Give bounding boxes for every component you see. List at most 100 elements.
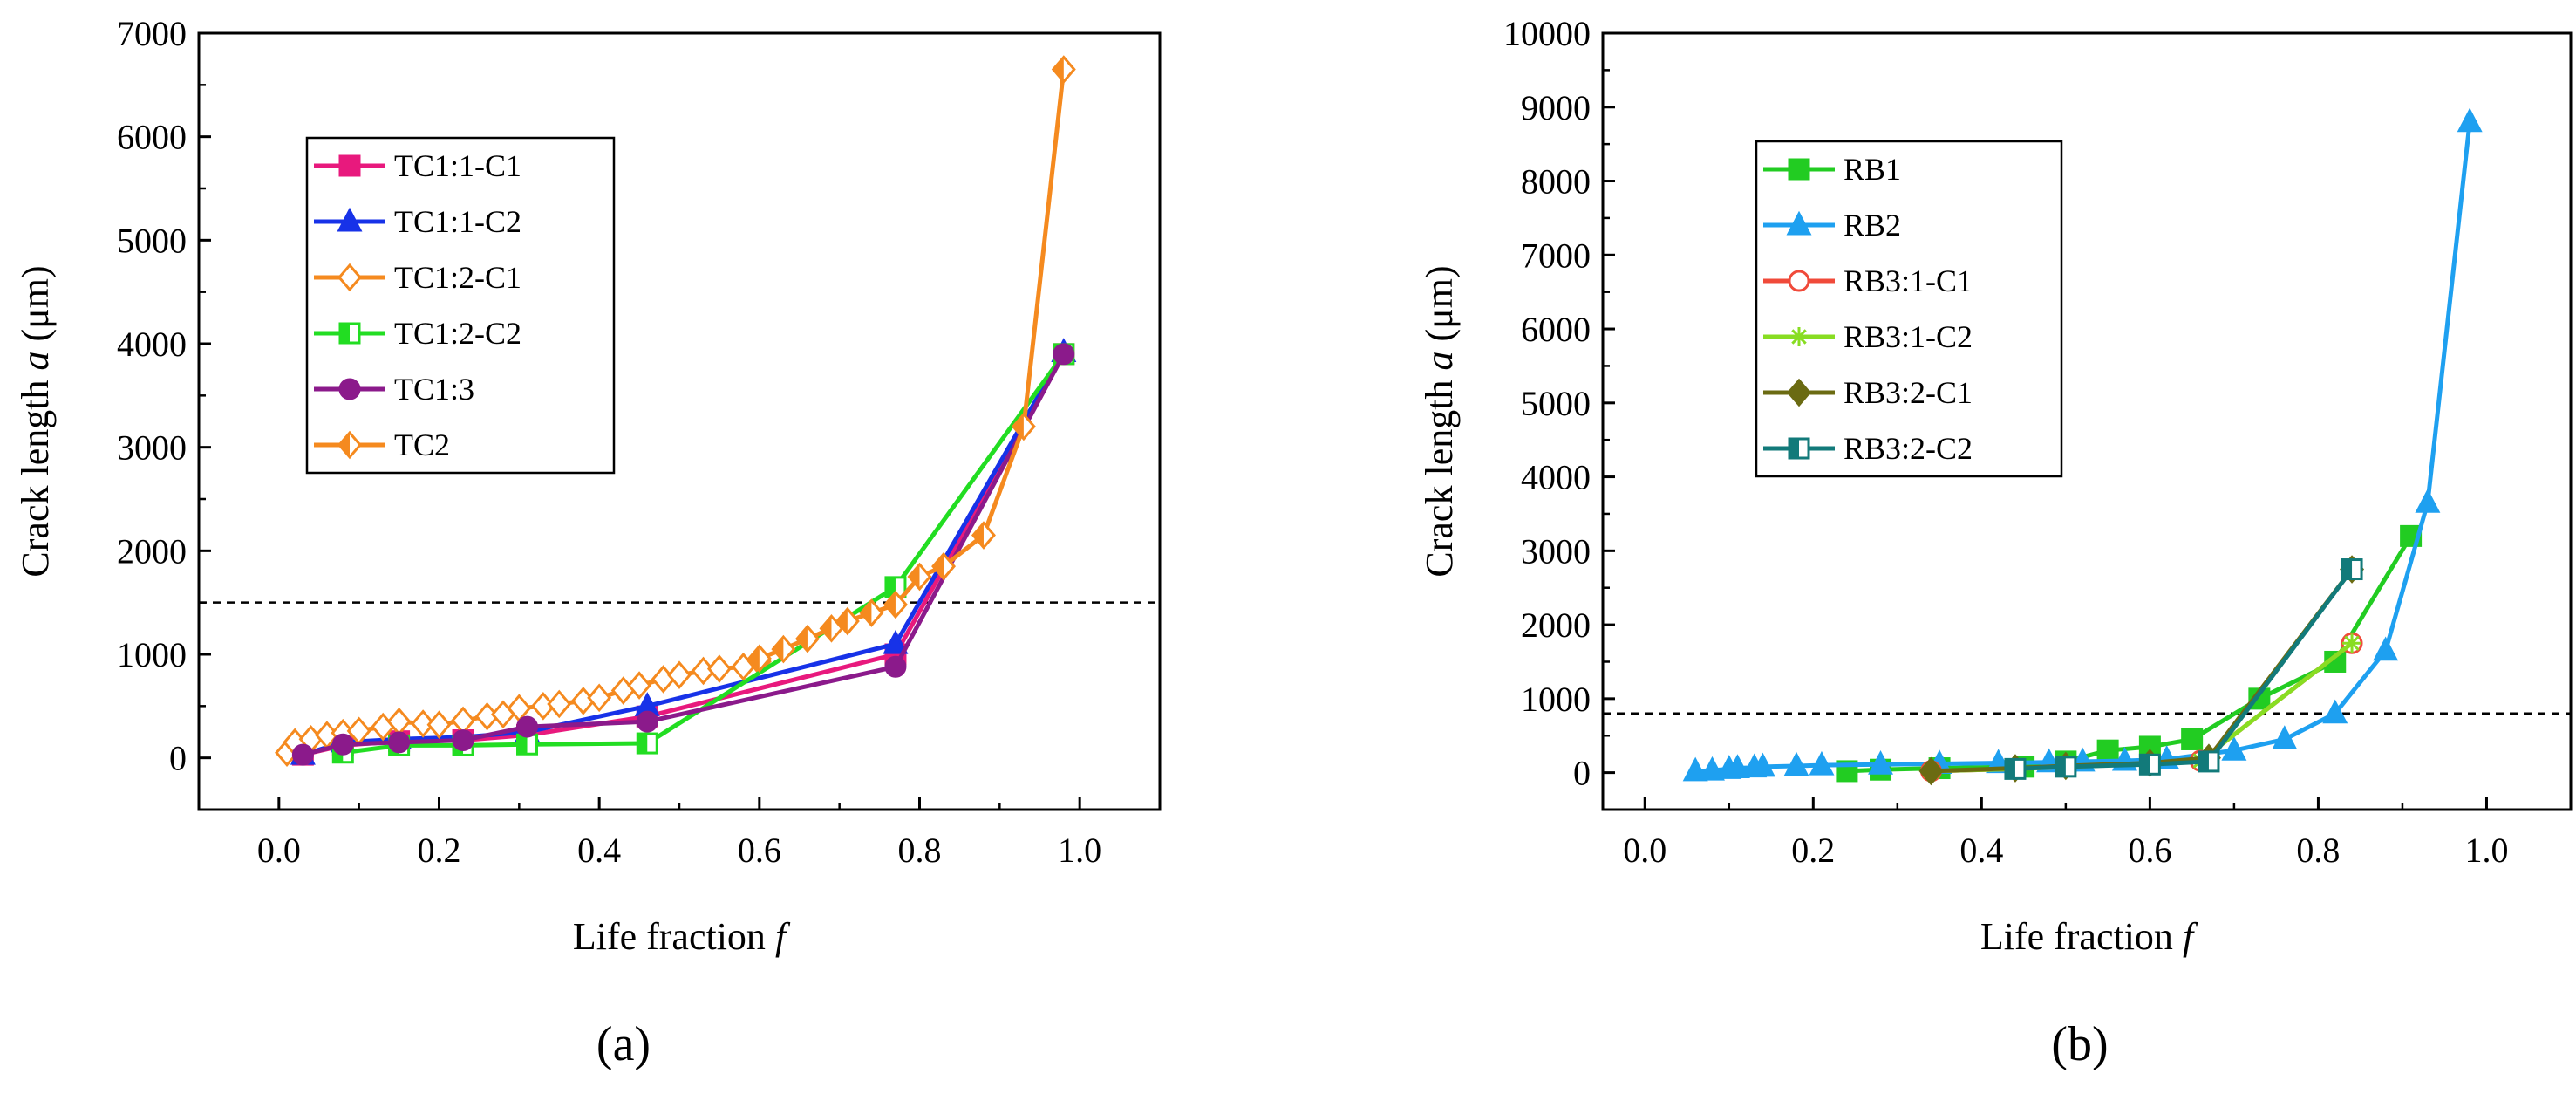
data-point-rb2 [2415, 488, 2441, 513]
data-point-tc2-half [861, 600, 872, 626]
data-point-rb2 [1682, 756, 1708, 782]
data-point-tc1-2-c1 [426, 710, 452, 739]
y-axis-title-b: Crack length a (μm) [1418, 265, 1461, 577]
legend-marker-tc1-3 [338, 378, 361, 400]
series-rb3-2-c2 [2004, 558, 2363, 780]
data-point-tc1-2-c1 [627, 671, 652, 700]
y-tick-label-b: 8000 [1521, 162, 1591, 202]
data-point-rb2 [2373, 636, 2399, 661]
data-point-tc1-3 [884, 655, 907, 678]
data-point-tc1-2-c1 [706, 654, 732, 683]
data-point-rb3-2-c2-half [2198, 751, 2209, 771]
panel-label-a: (a) [596, 1017, 651, 1071]
data-point-tc2-half [909, 564, 920, 589]
legend-marker-tc1-1-c1 [338, 154, 361, 177]
data-point-tc1-2-c2-half [517, 735, 528, 755]
data-point-rb2 [1700, 756, 1725, 781]
data-point-rb2 [1783, 751, 1809, 776]
series-tc2 [746, 55, 1076, 674]
y-tick-label-a: 5000 [117, 221, 187, 260]
plot-frame-b [1601, 31, 2573, 811]
chart-panel-a: 0.0 0.2 0.4 0.6 0.8 1.0 0 1000 2000 3000 4000 5000 6… [14, 14, 1162, 1071]
legend-label-tc1-2-c1: TC1:2-C1 [394, 260, 521, 295]
data-point-tc1-2-c1 [651, 665, 676, 694]
data-point-tc1-3 [388, 731, 411, 754]
legend-label-tc1-3: TC1:3 [394, 372, 474, 407]
legend-label-rb3-2-c2: RB3:2-C2 [1843, 431, 1973, 466]
legend-item-rb3-1-c2: RB3:1-C2 [1763, 319, 1973, 354]
y-tick-label-a: 4000 [117, 325, 187, 364]
data-point-rb2 [2272, 725, 2298, 749]
panel-label-b: (b) [2051, 1017, 2108, 1071]
x-tick-label-b: 1.0 [2464, 831, 2508, 870]
legend-marker-tc1-2-c2-half [340, 324, 350, 343]
y-tick-label-b: 3000 [1521, 531, 1591, 571]
data-point-rb2 [1868, 750, 1893, 775]
x-axis-title-a: Life fraction f [573, 915, 791, 958]
data-point-tc1-3 [516, 715, 539, 738]
data-point-tc2-half [836, 609, 848, 634]
legend-marker-tc1-2-c1 [337, 263, 362, 292]
data-point-tc1-3 [452, 728, 474, 751]
legend-marker-rb1 [1788, 158, 1810, 181]
y-tick-label-b: 2000 [1521, 605, 1591, 645]
legend-b: RB1 RB2 RB3:1-C1 RB3:1-C2 RB3:2-C1 RB3:2-C2 [1755, 140, 2063, 478]
legend-marker-rb3-2-c1 [1787, 378, 1811, 407]
data-point-tc2-half [821, 616, 832, 641]
x-tick-label-a: 1.0 [1058, 831, 1101, 870]
data-point-rb2 [1724, 754, 1750, 779]
y-tick-label-a: 1000 [117, 635, 187, 674]
data-point-tc2-half [796, 626, 808, 652]
data-point-tc1-2-c1 [667, 660, 692, 690]
data-point-rb2 [2457, 107, 2483, 133]
data-point-rb3-2-c2-half [2005, 759, 2015, 779]
legend-label-rb3-2-c1: RB3:2-C1 [1843, 375, 1973, 410]
data-point-rb3-2-c2-half [2342, 559, 2353, 579]
legend-label-tc1-2-c2: TC1:2-C2 [394, 316, 521, 351]
data-point-rb2 [2322, 699, 2348, 724]
data-point-rb3-2-c1 [1918, 756, 1944, 786]
y-tick-label-b: 0 [1573, 754, 1591, 793]
legend-item-rb1: RB1 [1763, 152, 1901, 187]
legend-label-rb3-1-c1: RB3:1-C1 [1843, 263, 1973, 298]
data-point-tc1-3 [291, 743, 314, 766]
x-tick-label-a: 0.8 [898, 831, 942, 870]
legend-label-tc1-1-c2: TC1:1-C2 [394, 204, 521, 239]
y-tick-label-b: 1000 [1521, 680, 1591, 719]
data-point-rb2 [1809, 750, 1835, 776]
data-point-rb1 [2096, 739, 2119, 762]
legend-item-rb3-1-c1: RB3:1-C1 [1763, 263, 1973, 298]
y-tick-label-a: 0 [169, 739, 187, 778]
legend-a: TC1:1-C1 TC1:1-C2 TC1:2-C1 TC1:2-C2 TC1:3 TC2 [305, 136, 616, 475]
data-point-tc2-half [773, 637, 784, 662]
data-point-tc1-2-c1 [587, 683, 612, 713]
data-point-rb3-1-c2 [2342, 633, 2362, 653]
x-tick-label-b: 0.8 [2296, 831, 2340, 870]
legend-item-tc1-2-c1: TC1:2-C1 [314, 260, 521, 295]
data-point-tc1-2-c1 [547, 689, 572, 719]
x-tick-label-b: 0.0 [1623, 831, 1666, 870]
data-point-tc2-half [1012, 414, 1024, 439]
data-point-tc1-2-c2-half [885, 577, 896, 597]
y-tick-label-a: 6000 [117, 118, 187, 157]
data-point-rb1 [2181, 728, 2204, 750]
y-tick-label-b: 6000 [1521, 310, 1591, 349]
x-tick-label-a: 0.6 [738, 831, 781, 870]
legend-label-tc2: TC2 [394, 427, 450, 462]
legend-box-a [305, 136, 616, 475]
data-point-tc2-half [933, 554, 944, 579]
legend-item-rb3-2-c2: RB3:2-C2 [1763, 431, 1973, 466]
y-tick-label-b: 4000 [1521, 458, 1591, 497]
data-point-tc1-3 [1053, 343, 1075, 366]
legend-label-rb1: RB1 [1843, 152, 1901, 187]
data-point-tc1-3 [636, 710, 658, 733]
series-tc1-3 [291, 343, 1075, 766]
legend-item-tc1-1-c2: TC1:1-C2 [314, 204, 521, 239]
x-axis-title-b: Life fraction f [1980, 915, 2198, 958]
legend-item-tc1-1-c1: TC1:1-C1 [314, 148, 521, 183]
y-tick-label-a: 7000 [117, 14, 187, 53]
legend-label-rb3-1-c2: RB3:1-C2 [1843, 319, 1973, 354]
x-tick-label-a: 0.4 [577, 831, 621, 870]
x-tick-label-b: 0.6 [2128, 831, 2171, 870]
